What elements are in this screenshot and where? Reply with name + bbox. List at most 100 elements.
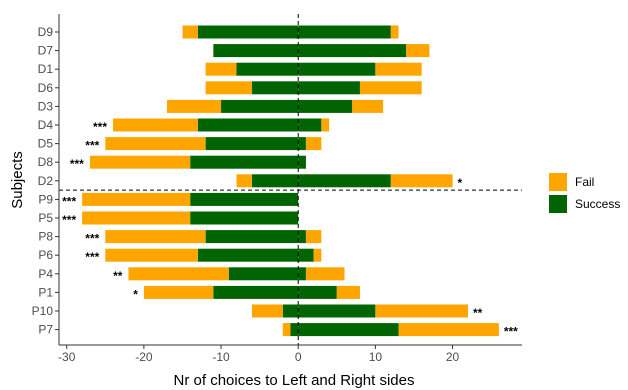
bar-p10-left-success	[282, 304, 299, 318]
legend: Fail Success	[549, 173, 620, 213]
significance-d4-left: ***	[93, 120, 107, 134]
y-tick-label-d2: D2	[38, 174, 54, 188]
bar-p10-left-fail	[251, 304, 283, 318]
significance-d5-left: ***	[85, 139, 99, 153]
bar-d9-right-success	[298, 25, 391, 39]
legend-label-fail: Fail	[575, 175, 594, 189]
y-tick-label-p5: P5	[38, 211, 53, 225]
bar-p4-right-fail	[305, 267, 345, 281]
bar-d9-right-fail	[390, 25, 399, 39]
bar-d8-right-success	[298, 155, 306, 169]
bar-p1-left-success	[213, 285, 299, 299]
significance-p6-left: ***	[85, 250, 99, 264]
y-tick-label-p10: P10	[32, 304, 54, 318]
bar-d7-right-success	[298, 44, 407, 58]
bar-d7-right-fail	[406, 44, 430, 58]
bars-layer	[82, 25, 499, 337]
x-tick-label--10: -10	[212, 350, 230, 364]
bar-d3-left-success	[221, 99, 299, 113]
significance-p10-right: **	[473, 306, 483, 320]
bar-p4-right-success	[298, 267, 306, 281]
bar-d5-left-success	[205, 137, 299, 151]
bar-p7-left-success	[290, 323, 299, 337]
x-tick-label-0: 0	[295, 350, 302, 364]
y-tick-label-p8: P8	[38, 230, 53, 244]
bar-d9-left-fail	[182, 25, 198, 39]
bar-d3-right-fail	[352, 99, 384, 113]
y-tick-label-d3: D3	[38, 99, 54, 113]
y-tick-label-d8: D8	[38, 155, 54, 169]
bar-p9-left-fail	[82, 192, 191, 206]
bar-d4-right-fail	[321, 118, 330, 132]
y-tick-label-d9: D9	[38, 25, 54, 39]
bar-p1-right-fail	[336, 285, 360, 299]
bar-p7-right-success	[298, 323, 399, 337]
bar-d5-right-fail	[305, 137, 322, 151]
significance-layer: ******************************	[62, 120, 518, 339]
bar-d3-right-success	[298, 99, 353, 113]
bar-p8-left-success	[205, 230, 299, 244]
reference-lines	[59, 14, 522, 345]
bar-p5-left-fail	[82, 211, 191, 225]
y-tick-label-p7: P7	[38, 323, 53, 337]
bar-d8-left-fail	[89, 155, 191, 169]
y-axis-title: Subjects	[9, 151, 26, 209]
bar-d2-right-success	[298, 174, 391, 188]
x-tick-label-10: 10	[369, 350, 383, 364]
bar-p1-left-fail	[143, 285, 214, 299]
bar-d6-right-success	[298, 81, 360, 95]
x-tick-label--30: -30	[58, 350, 76, 364]
bar-d6-left-fail	[205, 81, 252, 95]
legend-label-success: Success	[575, 197, 620, 211]
y-tick-label-d1: D1	[38, 62, 54, 76]
bar-d2-left-fail	[236, 174, 252, 188]
bar-p8-right-success	[298, 230, 306, 244]
bar-p5-left-success	[190, 211, 299, 225]
significance-p9-left: ***	[62, 194, 76, 208]
significance-p4-left: **	[113, 269, 123, 283]
x-axis-title: Nr of choices to Left and Right sides	[174, 372, 415, 389]
y-tick-label-d7: D7	[38, 44, 54, 58]
bar-d1-left-success	[236, 62, 299, 76]
y-tick-label-d6: D6	[38, 81, 54, 95]
bar-p4-left-success	[228, 267, 299, 281]
y-tick-label-p4: P4	[38, 267, 53, 281]
bar-p10-right-success	[298, 304, 376, 318]
bar-p6-left-fail	[105, 248, 198, 262]
bar-d1-right-success	[298, 62, 376, 76]
bar-d9-left-success	[197, 25, 299, 39]
y-tick-label-p6: P6	[38, 248, 53, 262]
significance-p5-left: ***	[62, 213, 76, 227]
significance-p7-right: ***	[504, 325, 518, 339]
legend-swatch-fail	[549, 173, 567, 191]
bar-d6-right-fail	[359, 81, 422, 95]
bar-d2-left-success	[251, 174, 299, 188]
significance-d2-right: *	[458, 176, 463, 190]
bar-p8-left-fail	[105, 230, 206, 244]
bar-d5-left-fail	[105, 137, 206, 151]
y-tick-label-d4: D4	[38, 118, 54, 132]
bar-p6-right-fail	[313, 248, 322, 262]
bar-d7-left-success	[213, 44, 299, 58]
bar-d2-right-fail	[390, 174, 453, 188]
bar-p1-right-success	[298, 285, 337, 299]
bar-p7-left-fail	[282, 323, 291, 337]
bar-p8-right-fail	[305, 230, 322, 244]
significance-p8-left: ***	[85, 232, 99, 246]
bar-p10-right-fail	[375, 304, 468, 318]
legend-swatch-success	[549, 195, 567, 213]
bar-d6-left-success	[251, 81, 299, 95]
bar-d1-left-fail	[205, 62, 237, 76]
bar-p6-left-success	[197, 248, 299, 262]
bar-p9-left-success	[190, 192, 299, 206]
bar-p4-left-fail	[128, 267, 229, 281]
bar-p6-right-success	[298, 248, 314, 262]
bar-d1-right-fail	[375, 62, 422, 76]
y-tick-label-d5: D5	[38, 137, 54, 151]
bar-d4-left-success	[197, 118, 299, 132]
significance-p1-left: *	[133, 287, 138, 301]
y-tick-label-p9: P9	[38, 192, 53, 206]
axes-layer: D9 D7 D1 D6 D3 D4 D5 D8 D2 P9 P5 P8 P6 P4 P1 P10 P7 -30 -2…	[32, 14, 522, 364]
x-tick-label-20: 20	[446, 350, 460, 364]
